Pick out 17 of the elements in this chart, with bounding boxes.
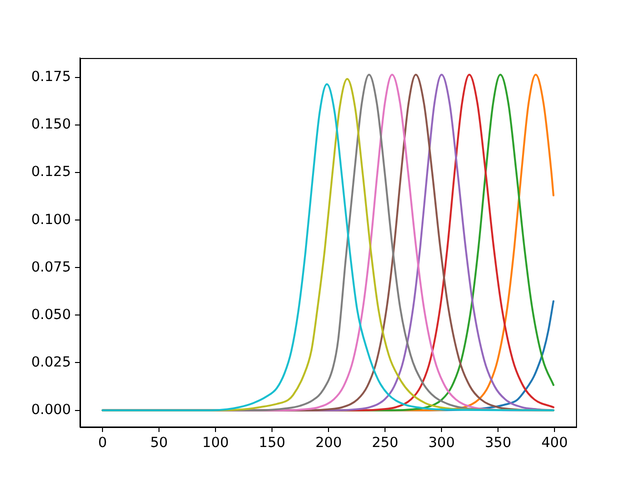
x-tick-label: 250 bbox=[372, 434, 398, 451]
x-tick-label: 200 bbox=[315, 434, 342, 451]
x-tick-label: 0 bbox=[98, 434, 107, 451]
x-tick-label: 150 bbox=[258, 434, 286, 451]
x-tick-label: 100 bbox=[202, 434, 229, 451]
x-tick-label: 400 bbox=[541, 434, 568, 451]
y-tick-label: 0.175 bbox=[31, 69, 71, 86]
y-tick-label: 0.100 bbox=[31, 212, 71, 228]
y-tick-label: 0.075 bbox=[31, 259, 71, 276]
x-tick-label: 300 bbox=[428, 434, 455, 451]
x-tick-label: 350 bbox=[484, 434, 512, 451]
y-tick-label: 0.125 bbox=[31, 164, 71, 180]
y-tick-label: 0.025 bbox=[31, 354, 71, 370]
y-tick-label: 0.000 bbox=[31, 402, 71, 418]
y-tick-label: 0.150 bbox=[31, 116, 71, 133]
x-tick-label: 50 bbox=[150, 434, 168, 451]
y-tick-label: 0.050 bbox=[31, 306, 71, 323]
